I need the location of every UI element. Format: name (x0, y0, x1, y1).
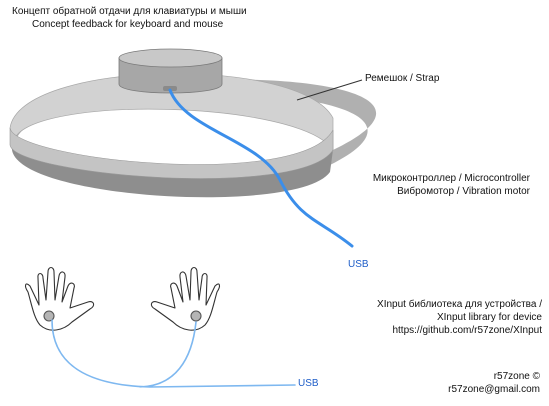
author-info: r57zone © r57zone@gmail.com (400, 370, 540, 396)
strap-band (9, 73, 377, 198)
diagram-title: Концепт обратной отдачи для клавиатуры и… (12, 5, 247, 31)
library-line-2: XInput library for device (436, 312, 542, 323)
title-ru: Концепт обратной отдачи для клавиатуры и… (12, 6, 247, 17)
strap-label: Ремешок / Strap (365, 73, 440, 84)
usb-cable-device (168, 88, 354, 248)
usb-cable-hands (51, 319, 296, 388)
title-en: Concept feedback for keyboard and mouse (32, 19, 224, 30)
library-link[interactable]: https://github.com/r57zone/XInput (392, 325, 542, 336)
device-module (118, 48, 223, 94)
usb-label-hands: USB (298, 378, 319, 389)
author-email[interactable]: r57zone@gmail.com (448, 384, 540, 395)
microcontroller-label: Микроконтроллер / Microcontroller (372, 173, 530, 184)
author-name: r57zone © (493, 371, 540, 382)
vibration-motor-label: Вибромотор / Vibration motor (397, 186, 530, 197)
hardware-labels: Микроконтроллер / Microcontroller Вибром… (342, 172, 530, 198)
library-info: XInput библиотека для устройства / XInpu… (340, 298, 542, 337)
usb-label-device: USB (348, 259, 369, 270)
strap-pointer (296, 79, 363, 101)
library-line-1: XInput библиотека для устройства / (377, 299, 542, 310)
left-hand-icon (25, 266, 95, 331)
right-hand-icon (150, 266, 220, 331)
